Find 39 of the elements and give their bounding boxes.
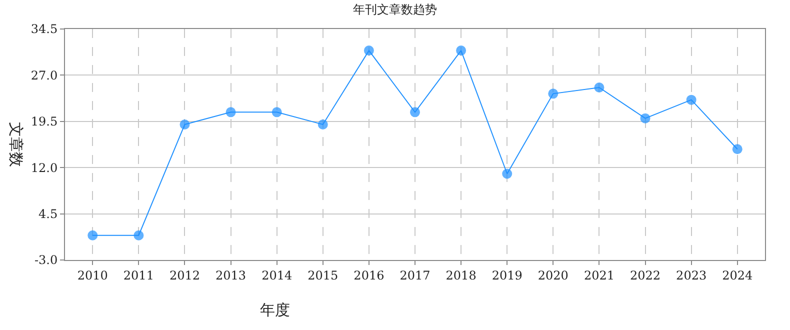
x-tick-label: 2013 xyxy=(216,268,246,282)
y-tick-label: 4.5 xyxy=(38,207,58,221)
chart-title: 年刊文章数趋势 xyxy=(353,2,437,16)
point xyxy=(640,113,650,124)
point xyxy=(272,107,282,118)
x-axis-title: 年度 xyxy=(260,301,290,319)
x-tick-label: 2015 xyxy=(308,268,338,282)
point xyxy=(410,107,420,118)
x-tick-label: 2014 xyxy=(262,268,292,282)
point xyxy=(88,230,98,240)
point xyxy=(364,46,374,56)
x-tick-label: 2016 xyxy=(354,268,384,282)
x-tick-label: 2024 xyxy=(722,268,753,282)
point xyxy=(594,82,604,93)
point xyxy=(502,168,512,179)
x-tick-label: 2020 xyxy=(538,268,568,282)
point xyxy=(732,144,742,154)
x-tick-label: 2017 xyxy=(400,268,430,282)
x-tick-label: 2023 xyxy=(676,268,707,282)
y-axis-title: 文章数 xyxy=(7,122,25,167)
point xyxy=(180,119,190,130)
point xyxy=(548,88,558,99)
x-tick-label: 2021 xyxy=(584,268,614,282)
point xyxy=(226,107,236,118)
x-tick-label: 2011 xyxy=(123,268,154,282)
point xyxy=(134,230,144,240)
x-tick-label: 2018 xyxy=(446,268,476,282)
point xyxy=(456,46,466,56)
x-tick-label: 2019 xyxy=(492,268,522,282)
point xyxy=(318,119,328,130)
y-tick-label: 12.0 xyxy=(30,160,58,175)
x-tick-label: 2010 xyxy=(77,268,108,282)
y-tick-label: 27.0 xyxy=(30,68,58,82)
x-tick-label: 2022 xyxy=(630,268,661,282)
point xyxy=(686,94,696,105)
x-tick-label: 2012 xyxy=(169,268,200,282)
y-tick-label: 34.5 xyxy=(30,22,58,36)
y-tick-label: 19.5 xyxy=(30,114,58,129)
y-tick-label: -3.0 xyxy=(34,253,58,268)
